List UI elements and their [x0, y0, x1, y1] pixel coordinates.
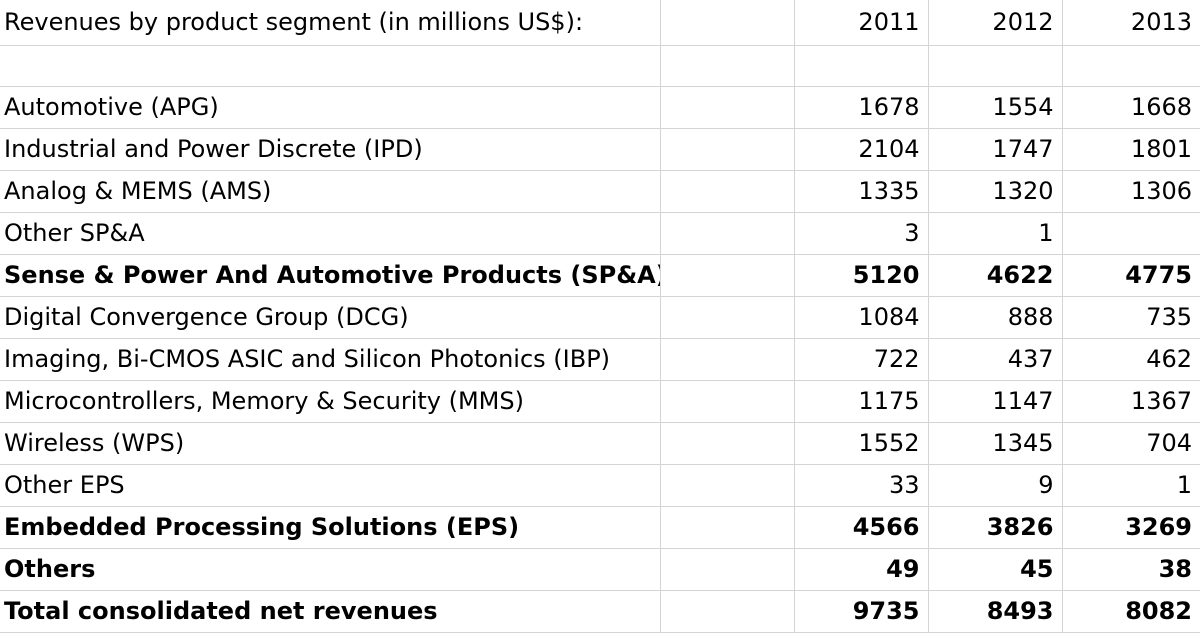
cell-header-blank[interactable] — [660, 0, 795, 46]
empty-cell[interactable] — [660, 128, 795, 171]
table-row: Microcontrollers, Memory & Security (MMS… — [0, 380, 1200, 423]
empty-cell[interactable] — [660, 254, 795, 297]
value-cell-2012[interactable]: 1554 — [928, 86, 1063, 129]
value-cell-2013[interactable]: 1801 — [1062, 128, 1200, 171]
table-row: Other SP&A 3 1 — [0, 212, 1200, 255]
table-row: Others 49 45 38 — [0, 548, 1200, 591]
row-label-cell[interactable]: Wireless (WPS) — [0, 422, 661, 465]
value-cell-2012[interactable]: 9 — [928, 464, 1063, 507]
value-cell-2012[interactable]: 437 — [928, 338, 1063, 381]
value-cell-2012[interactable] — [928, 45, 1063, 87]
empty-cell[interactable] — [660, 296, 795, 339]
row-label-cell[interactable]: Imaging, Bi-CMOS ASIC and Silicon Photon… — [0, 338, 661, 381]
empty-cell[interactable] — [660, 548, 795, 591]
table-row: Digital Convergence Group (DCG) 1084 888 73… — [0, 296, 1200, 339]
value-cell-2011[interactable]: 1175 — [794, 380, 929, 423]
value-cell-2012[interactable]: 1345 — [928, 422, 1063, 465]
table-row: Embedded Processing Solutions (EPS) 4566 3… — [0, 506, 1200, 549]
table-row: Automotive (APG) 1678 1554 1668 — [0, 86, 1200, 129]
empty-cell[interactable] — [660, 170, 795, 213]
value-cell-2011[interactable]: 1678 — [794, 86, 929, 129]
value-cell-2013[interactable]: 38 — [1062, 548, 1200, 591]
empty-cell[interactable] — [660, 422, 795, 465]
value-cell-2011[interactable]: 1552 — [794, 422, 929, 465]
empty-cell[interactable] — [660, 590, 795, 633]
row-label-cell[interactable]: Total consolidated net revenues — [0, 590, 661, 633]
value-cell-2011[interactable]: 2104 — [794, 128, 929, 171]
row-label-cell[interactable]: Industrial and Power Discrete (IPD) — [0, 128, 661, 171]
table-row: Industrial and Power Discrete (IPD) 2104 1… — [0, 128, 1200, 171]
value-cell-2011[interactable] — [794, 45, 929, 87]
row-label-cell[interactable]: Digital Convergence Group (DCG) — [0, 296, 661, 339]
value-cell-2012[interactable]: 1320 — [928, 170, 1063, 213]
table-row: Wireless (WPS) 1552 1345 704 — [0, 422, 1200, 465]
value-cell-2013[interactable]: 1367 — [1062, 380, 1200, 423]
row-label-cell[interactable]: Automotive (APG) — [0, 86, 661, 129]
table-row: Sense & Power And Automotive Products (S… — [0, 254, 1200, 297]
empty-cell[interactable] — [660, 212, 795, 255]
row-label-cell[interactable]: Analog & MEMS (AMS) — [0, 170, 661, 213]
value-cell-2012[interactable]: 45 — [928, 548, 1063, 591]
value-cell-2011[interactable]: 49 — [794, 548, 929, 591]
value-cell-2011[interactable]: 5120 — [794, 254, 929, 297]
cell-header-label[interactable]: Revenues by product segment (in millions… — [0, 0, 661, 46]
row-label-cell[interactable]: Embedded Processing Solutions (EPS) — [0, 506, 661, 549]
value-cell-2013[interactable]: 1 — [1062, 464, 1200, 507]
value-cell-2013[interactable]: 8082 — [1062, 590, 1200, 633]
empty-cell[interactable] — [660, 506, 795, 549]
value-cell-2013[interactable]: 704 — [1062, 422, 1200, 465]
cell-year-2013[interactable]: 2013 — [1062, 0, 1200, 46]
value-cell-2013[interactable]: 1668 — [1062, 86, 1200, 129]
row-label-cell[interactable]: Sense & Power And Automotive Products (S… — [0, 254, 661, 297]
empty-cell[interactable] — [660, 464, 795, 507]
table-row: Imaging, Bi-CMOS ASIC and Silicon Photon… — [0, 338, 1200, 381]
value-cell-2013[interactable]: 1306 — [1062, 170, 1200, 213]
value-cell-2013[interactable]: 462 — [1062, 338, 1200, 381]
value-cell-2011[interactable]: 4566 — [794, 506, 929, 549]
table-row: Total consolidated net revenues 9735 8493 8… — [0, 590, 1200, 633]
row-label-cell[interactable]: Other EPS — [0, 464, 661, 507]
empty-cell[interactable] — [660, 380, 795, 423]
value-cell-2013[interactable] — [1062, 212, 1200, 255]
value-cell-2012[interactable]: 8493 — [928, 590, 1063, 633]
value-cell-2013[interactable]: 4775 — [1062, 254, 1200, 297]
value-cell-2012[interactable]: 1 — [928, 212, 1063, 255]
empty-cell[interactable] — [660, 86, 795, 129]
row-label-cell[interactable]: Others — [0, 548, 661, 591]
value-cell-2011[interactable]: 1335 — [794, 170, 929, 213]
value-cell-2011[interactable]: 9735 — [794, 590, 929, 633]
value-cell-2013[interactable]: 3269 — [1062, 506, 1200, 549]
value-cell-2012[interactable]: 1747 — [928, 128, 1063, 171]
row-label-cell[interactable] — [0, 45, 661, 87]
header-row: Revenues by product segment (in millions… — [0, 0, 1200, 46]
value-cell-2011[interactable]: 722 — [794, 338, 929, 381]
value-cell-2012[interactable]: 888 — [928, 296, 1063, 339]
value-cell-2012[interactable]: 1147 — [928, 380, 1063, 423]
cell-year-2012[interactable]: 2012 — [928, 0, 1063, 46]
cell-year-2011[interactable]: 2011 — [794, 0, 929, 46]
value-cell-2011[interactable]: 33 — [794, 464, 929, 507]
empty-cell[interactable] — [660, 338, 795, 381]
empty-cell[interactable] — [660, 45, 795, 87]
value-cell-2013[interactable]: 735 — [1062, 296, 1200, 339]
value-cell-2012[interactable]: 4622 — [928, 254, 1063, 297]
table-row — [0, 45, 1200, 87]
row-label-cell[interactable]: Other SP&A — [0, 212, 661, 255]
value-cell-2012[interactable]: 3826 — [928, 506, 1063, 549]
value-cell-2013[interactable] — [1062, 45, 1200, 87]
table-row: Analog & MEMS (AMS) 1335 1320 1306 — [0, 170, 1200, 213]
table-row: Other EPS 33 9 1 — [0, 464, 1200, 507]
value-cell-2011[interactable]: 3 — [794, 212, 929, 255]
row-label-cell[interactable]: Microcontrollers, Memory & Security (MMS… — [0, 380, 661, 423]
value-cell-2011[interactable]: 1084 — [794, 296, 929, 339]
